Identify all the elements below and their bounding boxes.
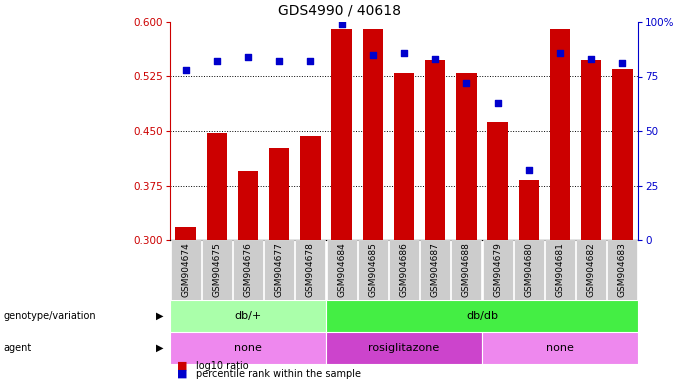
Bar [171,240,201,300]
Text: ▶: ▶ [156,311,163,321]
Text: GSM904688: GSM904688 [462,242,471,297]
Bar [389,240,419,300]
Point [461,80,472,86]
Bar [425,60,445,240]
Text: GSM904687: GSM904687 [430,242,440,297]
Text: GSM904684: GSM904684 [337,242,346,296]
Bar [170,332,326,364]
Text: db/+: db/+ [235,311,262,321]
Bar [326,332,482,364]
Bar [175,227,196,240]
Text: ■: ■ [177,361,187,371]
Point [305,58,316,64]
Point [430,56,441,62]
Bar [331,29,352,240]
Text: rosiglitazone: rosiglitazone [369,343,440,353]
Bar [488,122,508,240]
Text: none: none [546,343,574,353]
Point [211,58,222,64]
Point [617,60,628,66]
Bar [326,300,638,332]
Text: GSM904685: GSM904685 [369,242,377,297]
Bar [420,240,450,300]
Bar [550,28,570,240]
Text: none: none [234,343,262,353]
Bar [295,240,325,300]
Text: GSM904678: GSM904678 [306,242,315,297]
Bar [326,240,356,300]
Point [555,50,566,56]
Bar [269,148,289,240]
Bar [394,73,414,240]
Text: GDS4990 / 40618: GDS4990 / 40618 [279,4,401,18]
Text: GSM904679: GSM904679 [493,242,502,297]
Text: GSM904683: GSM904683 [618,242,627,297]
Point [492,99,503,106]
Point [367,51,378,58]
Point [180,67,191,73]
Text: GSM904682: GSM904682 [587,242,596,296]
Text: percentile rank within the sample: percentile rank within the sample [196,369,361,379]
Bar [519,180,539,240]
Point [243,54,254,60]
Text: db/db: db/db [466,311,498,321]
Bar [238,171,258,240]
Bar [483,240,513,300]
Bar [581,60,601,240]
Point [585,56,596,62]
Bar [301,136,320,240]
Point [398,50,409,56]
Bar [612,69,632,240]
Bar [358,240,388,300]
Bar [514,240,544,300]
Text: log10 ratio: log10 ratio [196,361,248,371]
Text: GSM904677: GSM904677 [275,242,284,297]
Bar [452,240,481,300]
Text: GSM904674: GSM904674 [181,242,190,296]
Bar [576,240,606,300]
Point [524,167,534,173]
Text: agent: agent [3,343,32,353]
Bar [170,300,326,332]
Bar [265,240,294,300]
Bar [456,73,477,240]
Point [274,58,285,64]
Text: GSM904676: GSM904676 [243,242,252,297]
Text: GSM904681: GSM904681 [556,242,564,297]
Bar [362,29,383,240]
Text: GSM904675: GSM904675 [212,242,221,297]
Text: ▶: ▶ [156,343,163,353]
Bar [202,240,232,300]
Text: genotype/variation: genotype/variation [3,311,96,321]
Bar [233,240,263,300]
Bar [482,332,638,364]
Bar [207,133,227,240]
Bar [607,240,637,300]
Point [336,21,347,27]
Text: GSM904680: GSM904680 [524,242,533,297]
Bar [545,240,575,300]
Text: GSM904686: GSM904686 [400,242,409,297]
Text: ■: ■ [177,369,187,379]
